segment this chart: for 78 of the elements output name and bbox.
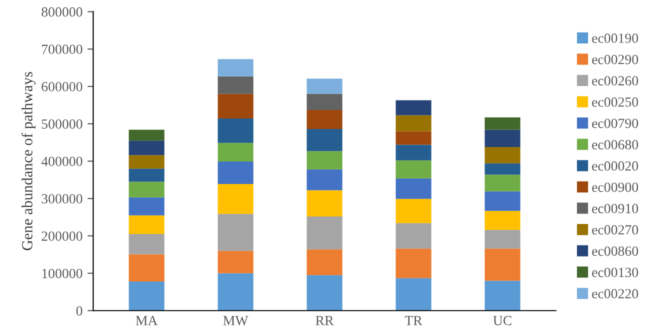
bar [218,94,254,119]
x-tick-label: TR [404,316,422,326]
y-axis-title: Gene abundance of pathways [22,72,36,250]
bar [484,163,520,175]
legend-label: ec00790 [592,118,638,128]
legend-label: ec00270 [592,225,638,235]
legend-label: ec00260 [592,76,638,86]
y-tick-label: 0 [76,306,82,316]
bar [396,144,432,160]
bar [396,178,432,199]
x-tick-label: MA [136,316,158,326]
bar [484,280,520,311]
bar [484,230,520,249]
bar [306,78,342,94]
legend-label: ec00130 [592,268,638,278]
y-tick-label: 100000 [42,268,82,278]
bar [128,182,164,198]
y-tick-label: 400000 [41,156,82,166]
legend-label: ec00290 [592,54,638,64]
bar [306,151,342,170]
bar [218,250,254,274]
bar [218,273,254,311]
bar [484,117,520,130]
legend-label: ec00680 [592,140,638,150]
bar [306,129,342,152]
y-tick-label: 500000 [42,119,82,129]
bar [396,223,432,249]
bar [128,234,164,254]
y-tick-label: 200000 [42,231,82,241]
x-tick-label: RR [316,316,334,326]
bar [128,168,164,182]
bar [128,215,164,234]
bar [128,155,164,169]
bar [306,169,342,190]
legend-label: ec00190 [592,34,638,43]
bar [218,59,254,76]
bar [306,249,342,276]
bar [306,216,342,250]
bar [306,94,342,110]
bar [128,130,164,141]
bar [306,190,342,216]
bar [484,174,520,192]
bar [396,115,432,132]
bar [128,254,164,282]
bar [396,278,432,311]
y-tick-label: 700000 [42,44,82,54]
bar [218,76,254,94]
bar [396,100,432,116]
legend-label: ec00910 [592,204,638,214]
legend-label: ec00900 [592,182,638,192]
bar [484,210,520,230]
bar [484,248,520,281]
bar [396,160,432,178]
x-tick-label: UC [493,316,512,326]
bar [306,275,342,311]
bar [218,214,254,251]
bar [128,197,164,216]
bar [128,140,164,156]
y-tick-label: 300000 [42,194,82,204]
bar [218,162,254,184]
bar [306,110,342,130]
bar [484,191,520,211]
bar [128,281,164,311]
bar [218,184,254,214]
legend-label: ec00220 [592,289,638,298]
bar [484,146,520,164]
bar [396,248,432,278]
y-tick-label: 800000 [42,7,82,17]
bar [396,198,432,224]
bar [218,142,254,162]
y-tick-label: 600000 [42,82,82,92]
bar [396,131,432,145]
bar [484,130,520,147]
bar [218,118,254,143]
legend-label: ec00020 [592,161,638,171]
x-tick-label: MW [223,316,248,326]
legend-label: ec00250 [592,97,638,107]
legend-label: ec00860 [592,246,638,256]
